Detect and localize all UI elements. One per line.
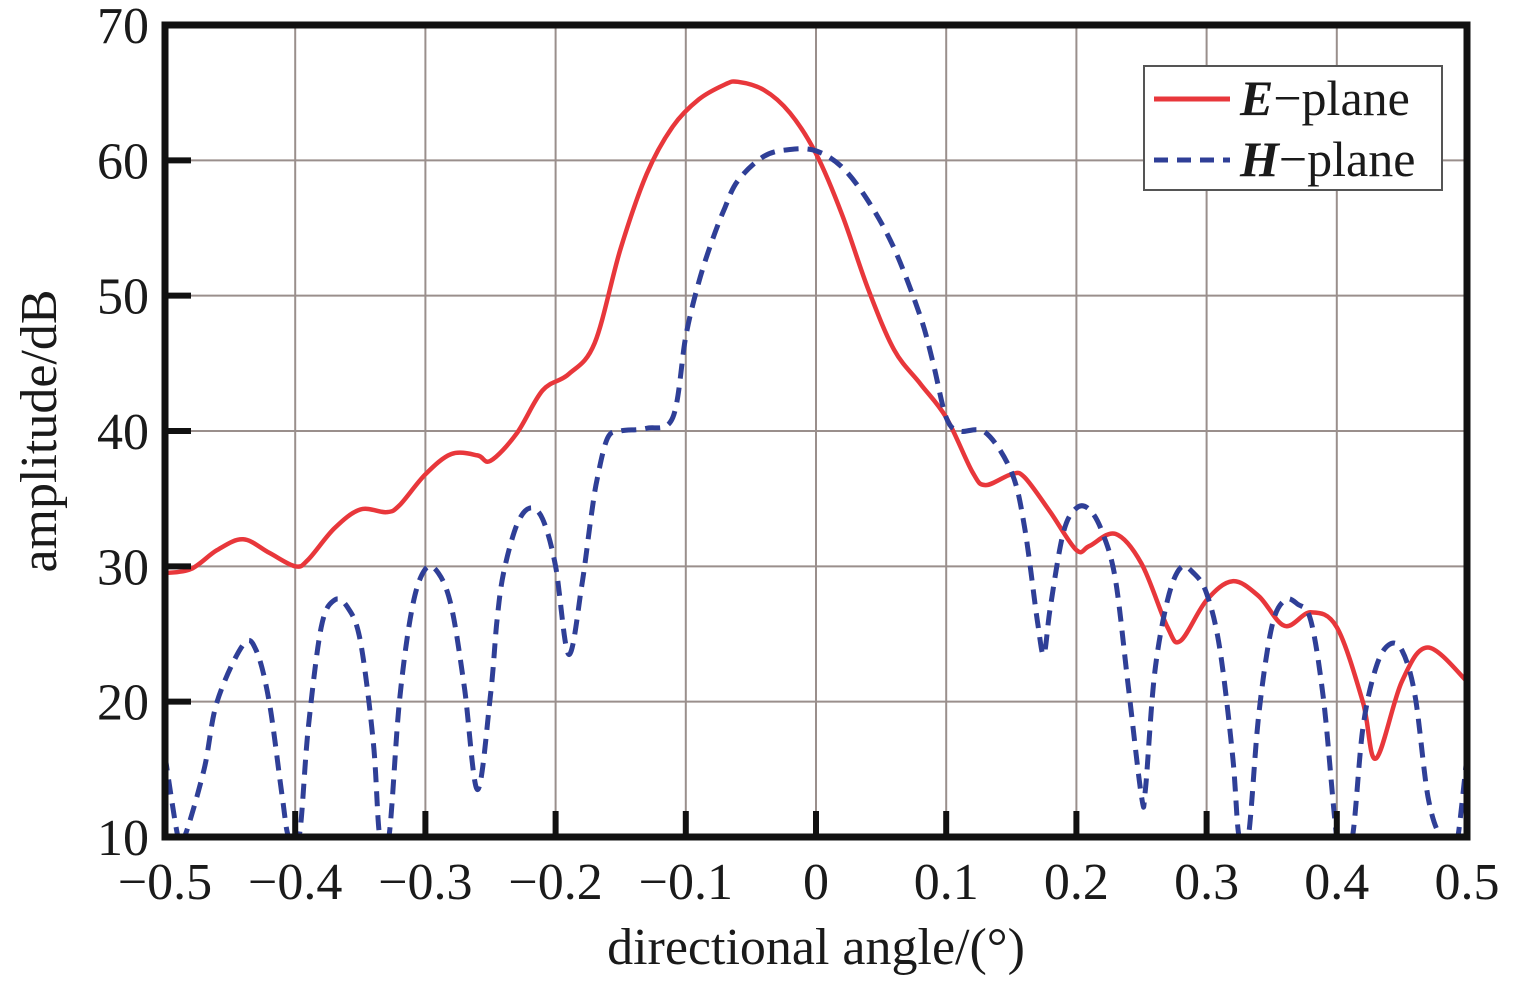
axis-ticks	[165, 157, 1340, 837]
legend-rest-e: −plane	[1273, 70, 1409, 126]
x-tick-label-2: −0.3	[378, 854, 472, 911]
x-axis-label: directional angle/(°)	[607, 919, 1025, 976]
tick-labels: −0.5 −0.4 −0.3 −0.2 −0.1 0 0.1 0.2 0.3 0.4 0.5 10 20…	[97, 0, 1500, 911]
legend-label-e-plane: E−plane	[1239, 70, 1410, 126]
legend: E−plane H−plane	[1143, 65, 1443, 191]
x-tick-label-6: 0.1	[914, 854, 979, 911]
x-tick-label-8: 0.3	[1174, 854, 1239, 911]
y-tick-label-6: 70	[97, 0, 149, 55]
y-tick-label-2: 30	[97, 539, 149, 596]
x-tick-label-9: 0.4	[1304, 854, 1369, 911]
y-tick-label-3: 40	[97, 404, 149, 461]
series-line-h-plane	[165, 146, 1467, 837]
legend-box	[1143, 65, 1443, 191]
y-tick-label-0: 10	[97, 810, 149, 867]
y-tick-label-4: 50	[97, 269, 149, 326]
series-line-e-plane	[165, 79, 1467, 761]
x-tick-label-10: 0.5	[1435, 854, 1500, 911]
legend-rest-h: −plane	[1279, 131, 1415, 187]
x-tick-label-3: −0.2	[508, 854, 602, 911]
x-tick-label-1: −0.4	[248, 854, 342, 911]
series-group	[165, 79, 1467, 837]
y-axis-label: amplitude/dB	[11, 289, 68, 572]
legend-italic-h: H	[1239, 131, 1281, 187]
x-tick-label-7: 0.2	[1044, 854, 1109, 911]
y-tick-label-5: 60	[97, 133, 149, 190]
legend-italic-e: E	[1239, 70, 1273, 126]
x-tick-label-0: −0.5	[118, 854, 212, 911]
y-tick-label-1: 20	[97, 675, 149, 732]
x-tick-label-4: −0.1	[639, 854, 733, 911]
legend-label-h-plane: H−plane	[1239, 131, 1415, 187]
x-tick-label-5: 0	[803, 854, 829, 911]
